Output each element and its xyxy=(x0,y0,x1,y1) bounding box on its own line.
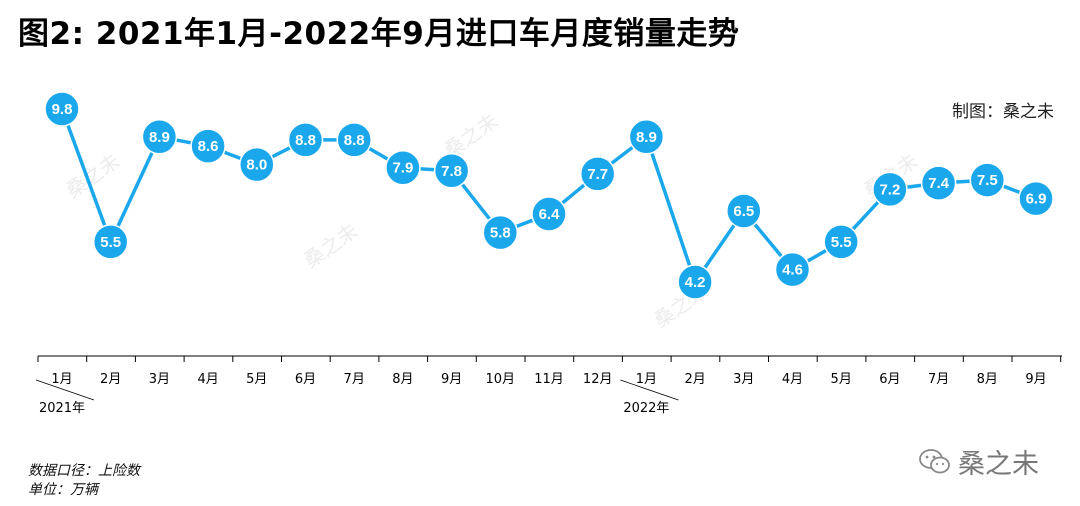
data-point xyxy=(44,91,80,127)
data-point xyxy=(385,149,421,186)
source-note: 数据口径：上险数 xyxy=(28,463,140,479)
year-label: 2022年 xyxy=(623,401,669,416)
data-point xyxy=(336,122,372,158)
data-point xyxy=(969,162,1006,198)
data-label: 7.2 xyxy=(879,181,900,198)
data-point xyxy=(287,122,324,158)
data-label: 7.7 xyxy=(587,166,608,183)
x-tick-label: 4月 xyxy=(782,372,803,387)
data-label: 8.0 xyxy=(246,157,267,174)
data-label: 5.5 xyxy=(831,234,852,251)
x-tick-label: 9月 xyxy=(441,372,462,387)
x-tick-label: 2月 xyxy=(684,372,705,387)
x-tick-label: 9月 xyxy=(1025,372,1046,387)
unit-note: 单位：万辆 xyxy=(28,482,98,498)
data-label: 8.9 xyxy=(636,129,657,146)
x-tick-label: 11月 xyxy=(534,372,564,387)
data-point xyxy=(433,153,470,189)
data-label: 7.9 xyxy=(392,160,413,177)
x-tick-label: 7月 xyxy=(928,372,949,387)
x-tick-label: 8月 xyxy=(977,372,998,387)
x-tick-label: 5月 xyxy=(831,372,852,387)
wechat-icon xyxy=(919,448,950,473)
data-label: 5.8 xyxy=(490,225,511,242)
data-point xyxy=(628,119,665,155)
year-label: 2021年 xyxy=(39,401,85,416)
data-point xyxy=(1018,180,1054,217)
data-point xyxy=(726,193,762,229)
data-point xyxy=(141,119,178,155)
data-label: 7.4 xyxy=(928,175,950,192)
data-label: 7.5 xyxy=(977,172,998,189)
x-tick-label: 8月 xyxy=(392,372,413,387)
data-label: 6.4 xyxy=(539,206,561,223)
chart-title: 图2: 2021年1月-2022年9月进口车月度销量走势 xyxy=(18,16,740,52)
x-tick-label: 1月 xyxy=(636,372,657,387)
year-separator-line xyxy=(35,379,95,401)
x-tick-label: 7月 xyxy=(344,372,365,387)
x-tick-label: 4月 xyxy=(197,372,218,387)
data-point xyxy=(677,264,713,300)
wechat-watermark: 桑之未 xyxy=(918,442,1039,481)
data-label: 8.8 xyxy=(344,132,365,149)
data-point xyxy=(531,196,567,232)
data-label: 7.8 xyxy=(441,163,462,180)
data-point xyxy=(823,224,859,260)
x-tick-label: 3月 xyxy=(733,372,754,387)
chart-credit: 制图：桑之未 xyxy=(952,102,1054,122)
data-label: 6.9 xyxy=(1026,191,1047,208)
data-point xyxy=(774,251,811,288)
data-label: 8.8 xyxy=(295,132,316,149)
data-point xyxy=(482,214,519,251)
data-label: 4.6 xyxy=(782,262,803,279)
data-point xyxy=(920,165,957,201)
data-label: 4.2 xyxy=(685,274,706,291)
x-tick-label: 12月 xyxy=(583,372,613,387)
x-tick-label: 5月 xyxy=(246,372,267,387)
wechat-account-name: 桑之未 xyxy=(958,449,1039,480)
data-label: 6.5 xyxy=(733,203,754,220)
data-label: 8.9 xyxy=(149,129,170,146)
data-point xyxy=(92,224,129,260)
data-point xyxy=(872,171,908,208)
x-tick-label: 3月 xyxy=(149,372,170,387)
data-label: 8.6 xyxy=(198,138,219,155)
data-label: 5.5 xyxy=(100,234,121,251)
x-tick-label: 1月 xyxy=(51,372,72,387)
year-separator-line xyxy=(620,379,679,401)
data-label: 9.8 xyxy=(52,101,73,118)
x-tick-label: 6月 xyxy=(295,372,316,387)
data-point xyxy=(190,128,226,164)
data-point xyxy=(579,156,616,192)
x-tick-label: 10月 xyxy=(486,372,516,387)
data-point xyxy=(239,146,275,183)
x-tick-label: 2月 xyxy=(100,372,121,387)
x-tick-label: 6月 xyxy=(879,372,900,387)
